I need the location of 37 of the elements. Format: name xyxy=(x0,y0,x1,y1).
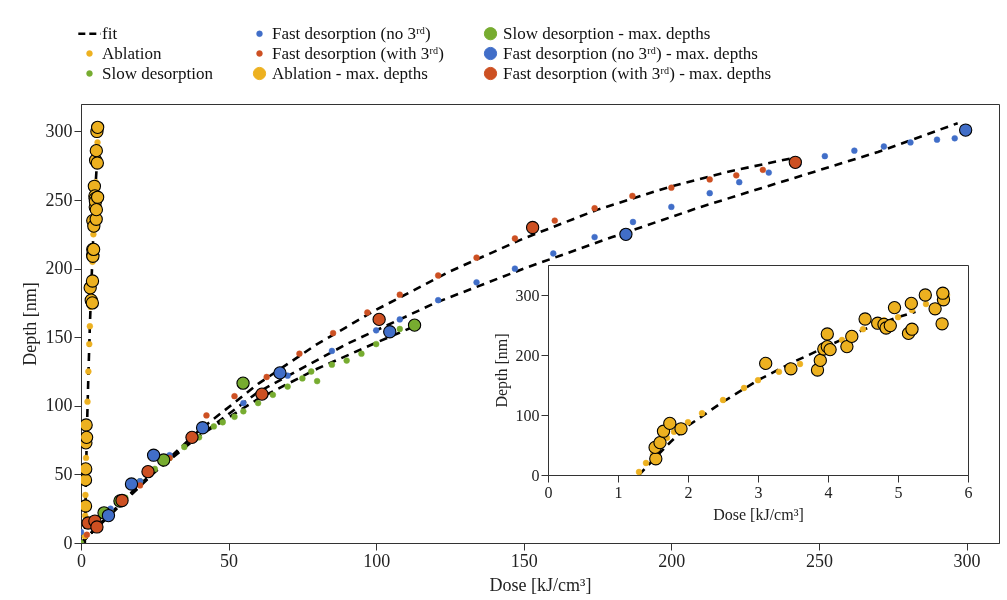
legend-label: Fast desorption (with 3ʳᵈ) - max. depths xyxy=(503,63,772,83)
y-tick-label: 200 xyxy=(45,258,73,279)
x-tick-label: 3 xyxy=(754,483,763,501)
x-tick-label: 5 xyxy=(894,483,903,501)
y-tick-label: 200 xyxy=(515,346,540,364)
y-axis-title: Depth [nm] xyxy=(492,333,511,408)
x-tick-label: 6 xyxy=(964,483,973,501)
y-tick-label: 250 xyxy=(45,189,73,210)
y-axis-title: Depth [nm] xyxy=(19,282,40,366)
y-tick-label: 100 xyxy=(45,395,73,416)
y-tick-label: 300 xyxy=(515,286,540,304)
legend-label: Fast desorption (no 3ʳᵈ) - max. depths xyxy=(503,43,758,63)
legend-label: Slow desorption xyxy=(102,63,214,83)
x-tick-label: 250 xyxy=(805,550,833,571)
x-axis-title: Dose [kJ/cm³] xyxy=(713,505,804,523)
y-tick-label: 100 xyxy=(515,406,540,424)
y-tick-label: 0 xyxy=(531,466,540,484)
y-tick-label: 0 xyxy=(63,532,73,553)
y-tick-label: 150 xyxy=(45,326,73,347)
legend-label: Ablation xyxy=(102,43,162,63)
x-tick-label: 300 xyxy=(953,550,981,571)
x-tick-label: 0 xyxy=(544,483,553,501)
x-tick-label: 1 xyxy=(614,483,623,501)
x-tick-label: 2 xyxy=(684,483,693,501)
legend-label: Fast desorption (with 3ʳᵈ) xyxy=(272,43,444,63)
legend-label: Fast desorption (no 3ʳᵈ) xyxy=(272,23,431,43)
legend-label: Slow desorption - max. depths xyxy=(503,23,711,43)
x-axis-title: Dose [kJ/cm³] xyxy=(489,574,592,595)
x-tick-label: 100 xyxy=(363,550,391,571)
x-tick-label: 200 xyxy=(658,550,686,571)
legend-label: fit xyxy=(102,23,118,43)
x-tick-label: 0 xyxy=(77,550,86,571)
x-tick-label: 50 xyxy=(220,550,239,571)
y-tick-label: 300 xyxy=(45,120,73,141)
x-tick-label: 4 xyxy=(824,483,833,501)
y-tick-label: 50 xyxy=(54,463,73,484)
legend-label: Ablation - max. depths xyxy=(272,63,428,83)
